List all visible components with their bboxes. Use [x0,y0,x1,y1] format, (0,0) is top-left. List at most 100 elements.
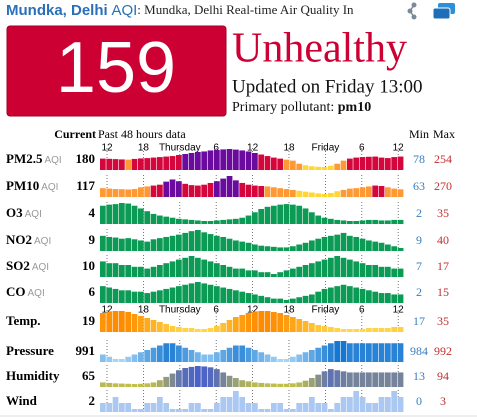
history-bar [144,158,151,170]
history-bar [150,185,157,197]
history-bar [125,403,132,412]
history-bar [359,288,366,303]
history-bar [112,204,119,224]
history-bar [397,327,404,332]
history-bar [340,284,347,303]
history-bar [366,328,372,332]
history-bar [233,149,239,170]
current-value: 2 [89,393,96,408]
min-value: 2 [416,206,422,220]
history-bar [353,329,360,332]
history-bar [119,403,125,412]
history-bar [226,375,233,387]
history-bar [372,328,379,332]
history-bar [334,370,341,387]
history-bar [258,295,265,303]
history-bar [226,266,233,277]
history-bar [119,238,125,251]
history-bar [290,298,296,303]
max-value: 35 [437,206,449,220]
history-bar [321,371,328,387]
history-bar [188,231,195,251]
history-bar [195,230,201,251]
history-bar [195,257,201,277]
history-bar [239,397,246,412]
history-bar [258,245,265,251]
history-bar [100,158,106,170]
history-bar [169,409,176,412]
history-bar [296,319,303,332]
history-bar [195,151,201,170]
history-bar [372,185,379,197]
row-unit: AQI [44,155,61,166]
history-bar [131,205,138,224]
history-bar [391,391,398,412]
history-bar [353,236,360,251]
history-bar [290,160,296,170]
history-bar [252,382,258,387]
history-bar [201,184,208,197]
history-bar [309,212,315,224]
history-bar [328,409,334,412]
history-bar [163,156,170,170]
history-bar [112,288,119,303]
aqi-value: 159 [56,28,176,108]
history-bar [157,290,163,303]
history-bar [353,157,360,170]
history-bar [277,272,284,277]
history-bar [188,403,195,412]
row-name: NO2 [6,232,32,247]
history-bar [138,291,144,303]
history-bar [157,238,163,251]
history-bar [233,345,239,362]
history-bar [309,294,315,303]
max-value: 270 [434,179,452,193]
history-bar [201,232,208,251]
header: Mundka, Delhi AQI: Mundka, Delhi Real-ti… [6,2,354,19]
history-bar [239,315,246,332]
history-bar [347,343,353,362]
history-bar [315,374,322,387]
history-bar [214,369,220,387]
history-bar [226,149,233,170]
min-value: 984 [410,344,428,358]
history-bar [391,246,398,251]
history-bar [144,268,151,277]
history-bar [176,259,182,277]
row-label: O3 AQI [6,205,42,220]
history-bar [315,347,322,362]
history-bar [378,372,385,387]
history-bar [163,263,170,277]
history-bar [138,158,144,170]
history-bar [150,291,157,303]
history-bar [340,189,347,197]
history-bar [138,383,144,387]
history-bar [296,382,303,387]
min-value: 13 [413,369,425,383]
history-bar [271,403,277,412]
history-bar [366,372,372,387]
history-bar [245,215,252,224]
history-bar [176,218,182,224]
history-bar [296,163,303,170]
history-bar [239,241,246,251]
history-bar [100,188,106,197]
history-bar [226,347,233,362]
history-bar [233,378,239,387]
history-bar [182,219,189,224]
history-bar [188,366,195,387]
history-bar [296,205,303,224]
share-icon[interactable] [407,2,417,20]
history-bar [169,156,176,170]
history-bar [233,180,239,197]
current-label: Current [54,127,96,141]
tabs-icon[interactable] [432,3,455,20]
history-bar [150,320,157,332]
history-bar [207,409,214,412]
history-bar [169,179,176,197]
row-name: Wind [6,393,38,408]
history-bar [150,382,157,387]
history-bar [277,247,284,251]
history-bar [397,294,404,303]
